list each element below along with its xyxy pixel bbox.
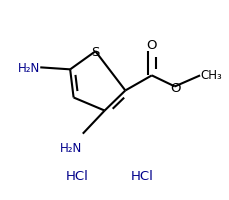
Text: HCl: HCl bbox=[65, 170, 88, 182]
Text: CH₃: CH₃ bbox=[199, 69, 221, 82]
Text: H₂N: H₂N bbox=[60, 141, 82, 154]
Text: O: O bbox=[146, 39, 156, 51]
Text: HCl: HCl bbox=[131, 170, 153, 182]
Text: S: S bbox=[91, 46, 99, 58]
Text: O: O bbox=[169, 82, 180, 95]
Text: H₂N: H₂N bbox=[18, 62, 40, 74]
